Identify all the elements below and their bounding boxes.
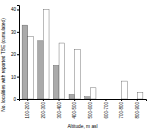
bar [116,99,122,100]
x-axis: 100-200 200-300 300-400 400-500 500-600 600-7… [20,99,147,119]
x-tick: 500-600 [88,99,93,119]
y-tick-label: 10 [11,75,17,80]
x-tick-label: 600-700 [104,102,109,119]
bar [90,88,96,99]
x-tick: 300-400 [57,99,62,119]
bar [137,92,143,99]
x-tick-mark [105,99,106,101]
y-axis-title: No. localities with reported TBE (cumula… [1,18,6,112]
x-tick-label: 800-900 [135,102,140,119]
bar [38,41,44,99]
x-tick: 700-800 [119,99,124,119]
x-tick: 800-900 [135,99,140,119]
y-tick: 30 [11,30,19,35]
x-tick-mark [27,99,28,101]
x-axis-title: Altitude, m asl [67,124,97,129]
y-tick: 40 [11,7,19,12]
bar [53,65,59,99]
bars [22,9,143,99]
y-tick-mark [17,32,19,33]
y-tick: 0 [13,97,19,102]
x-tick-label: 500-600 [88,102,93,119]
y-tick-label: 0 [13,97,16,102]
y-tick-mark [17,77,19,78]
x-tick: 100-200 [25,99,30,119]
x-tick: 600-700 [104,99,109,119]
bar [85,97,91,99]
x-tick-label: 400-500 [72,102,77,119]
bar [75,50,81,99]
bar [43,9,49,99]
bar [59,43,65,99]
x-tick-label: 200-300 [41,102,46,119]
bar [106,99,112,100]
y-tick-mark [17,9,19,10]
x-tick: 400-500 [72,99,77,119]
y-tick: 20 [11,52,19,57]
bar [122,81,128,99]
x-tick-mark [43,99,44,101]
bar-series [28,9,143,99]
y-tick-label: 20 [11,52,17,57]
x-tick-mark [74,99,75,101]
chart: 100-200 200-300 300-400 400-500 500-600 600-7… [0,0,150,130]
x-tick-label: 100-200 [25,102,30,119]
bar [69,95,75,99]
bar [22,25,28,99]
plot: 100-200 200-300 300-400 400-500 500-600 600-7… [11,6,147,119]
x-tick-mark [137,99,138,101]
x-tick-label: 700-800 [119,102,124,119]
y-tick-mark [17,99,19,100]
y-tick: 10 [11,75,19,80]
y-axis-line [17,6,20,100]
y-axis: 0 10 20 30 40 [11,6,20,102]
y-tick-mark [17,54,19,55]
bar-series [22,25,90,99]
bar [100,99,106,100]
x-tick: 200-300 [41,99,46,119]
x-axis-line [20,100,147,102]
x-tick-mark [90,99,91,101]
bar [132,99,138,100]
x-tick-mark [121,99,122,101]
bar [28,36,34,99]
y-tick-label: 30 [11,30,17,35]
y-tick-label: 40 [11,7,17,12]
x-tick-label: 300-400 [57,102,62,119]
x-tick-mark [59,99,60,101]
